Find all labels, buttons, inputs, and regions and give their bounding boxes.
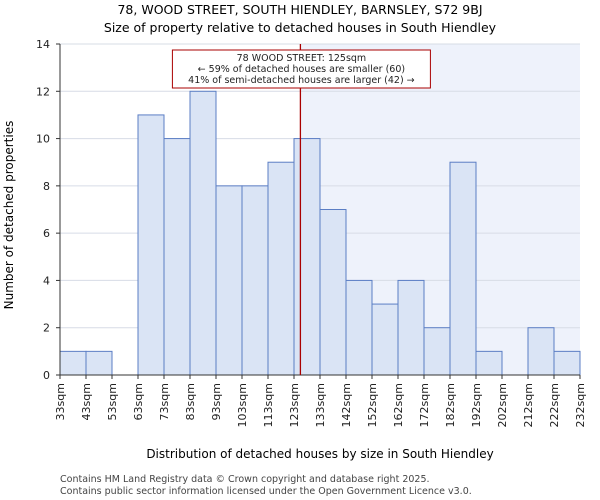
x-tick-label: 113sqm: [262, 383, 275, 427]
x-tick-label: 103sqm: [236, 383, 249, 427]
x-tick-label: 152sqm: [366, 383, 379, 427]
bar: [475, 350, 503, 376]
y-axis-label: Number of detached properties: [2, 121, 16, 310]
bar: [85, 350, 113, 376]
x-tick-label: 192sqm: [470, 383, 483, 427]
y-tick-label: 12: [36, 85, 50, 98]
x-axis-label: Distribution of detached houses by size …: [146, 447, 493, 461]
bar: [215, 185, 243, 376]
x-tick-label: 33sqm: [54, 383, 67, 420]
y-tick-labels: 0 2 4 6 8 10 12 14: [36, 38, 60, 382]
x-tick-label: 93sqm: [210, 383, 223, 420]
x-tick-labels: 33sqm 43sqm 53sqm 63sqm 73sqm 83sqm 93sqm 103sq…: [54, 375, 587, 427]
bar: [267, 161, 295, 376]
annotation-box: [171, 49, 431, 89]
x-tick-label: 162sqm: [392, 383, 405, 427]
annotation-line: 78 WOOD STREET: 125sqm: [237, 53, 367, 64]
x-tick-label: 133sqm: [314, 383, 327, 427]
y-tick-label: 14: [36, 38, 50, 51]
bar: [371, 303, 399, 376]
bar: [553, 350, 581, 376]
footer-copyright: Contains HM Land Registry data © Crown c…: [60, 474, 430, 485]
bars: [59, 90, 581, 376]
bar: [423, 327, 451, 376]
x-tick-label: 73sqm: [158, 383, 171, 420]
x-tick-label: 202sqm: [496, 383, 509, 427]
x-tick-label: 83sqm: [184, 383, 197, 420]
x-tick-label: 53sqm: [106, 383, 119, 420]
bar: [293, 138, 321, 376]
y-tick-label: 2: [43, 322, 50, 335]
x-tick-label: 222sqm: [548, 383, 561, 427]
annotation-line: 41% of semi-detached houses are larger (…: [188, 75, 415, 86]
bar: [397, 279, 425, 376]
bar: [189, 90, 217, 376]
x-tick-label: 63sqm: [132, 383, 145, 420]
x-tick-label: 142sqm: [340, 383, 353, 427]
annotation-line: ← 59% of detached houses are smaller (60…: [198, 64, 405, 75]
x-tick-label: 212sqm: [522, 383, 535, 427]
chart-title: 78, WOOD STREET, SOUTH HIENDLEY, BARNSLE…: [117, 2, 482, 17]
y-tick-label: 4: [43, 274, 50, 287]
property-marker: 78 WOOD STREET: 125sqm← 59% of detached …: [171, 44, 431, 375]
chart-subtitle: Size of property relative to detached ho…: [104, 20, 497, 35]
bar: [345, 279, 373, 376]
bar: [449, 161, 477, 376]
y-tick-label: 0: [43, 369, 50, 382]
bar: [137, 114, 165, 376]
x-tick-label: 172sqm: [418, 383, 431, 427]
bar: [241, 185, 269, 376]
x-tick-label: 182sqm: [444, 383, 457, 427]
x-tick-label: 123sqm: [288, 383, 301, 427]
bar: [163, 138, 191, 376]
y-tick-label: 8: [43, 180, 50, 193]
x-tick-label: 232sqm: [574, 383, 587, 427]
bar: [59, 350, 87, 376]
y-tick-label: 10: [36, 133, 50, 146]
bar: [319, 209, 347, 376]
x-tick-label: 43sqm: [80, 383, 93, 420]
y-tick-label: 6: [43, 227, 50, 240]
footer-licence: Contains public sector information licen…: [60, 486, 472, 497]
bar: [527, 327, 555, 376]
